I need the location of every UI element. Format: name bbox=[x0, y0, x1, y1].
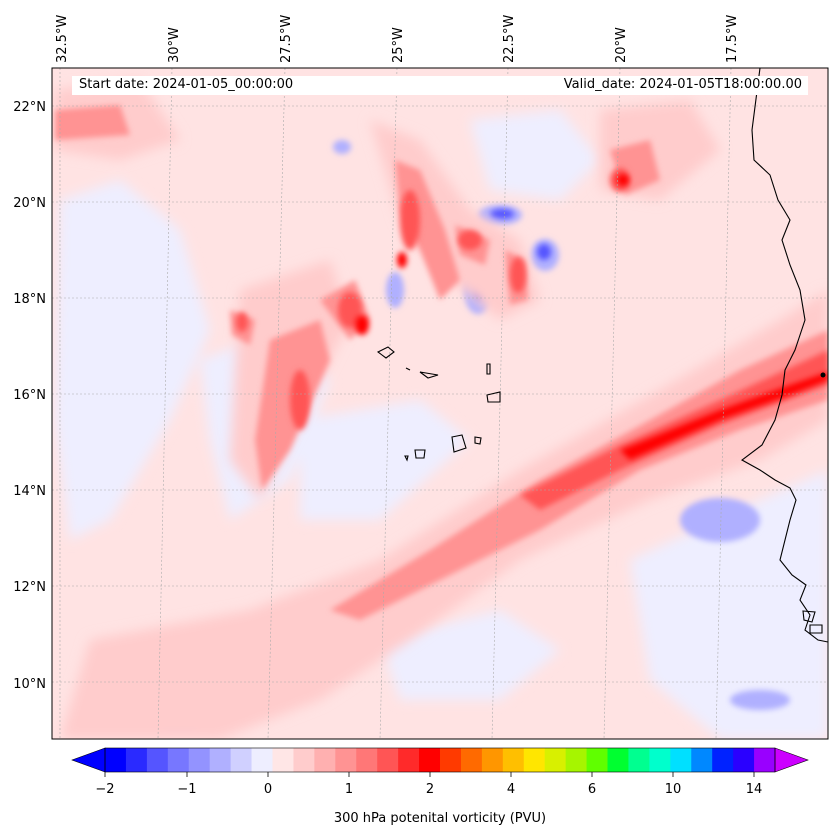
colorbar-segment bbox=[502, 748, 525, 772]
start-date-text: Start date: 2024-01-05_00:00:00 bbox=[79, 77, 294, 92]
colorbar-segment bbox=[230, 748, 253, 772]
colorbar-segment bbox=[691, 748, 713, 772]
date-banner bbox=[72, 76, 808, 95]
colorbar-over-arrow bbox=[774, 747, 809, 773]
colorbar-tick-label: 14 bbox=[746, 782, 763, 797]
map-panel bbox=[52, 68, 828, 739]
lat-label: 20°N bbox=[13, 196, 46, 211]
lon-label: 20°W bbox=[614, 27, 629, 63]
colorbar-tick-label: 1 bbox=[345, 782, 353, 797]
graticule bbox=[52, 68, 828, 739]
colorbar-segment bbox=[481, 748, 504, 772]
lat-label: 16°N bbox=[13, 388, 46, 403]
colorbar-tick-label: 10 bbox=[665, 782, 682, 797]
lon-label: 32.5°W bbox=[55, 15, 70, 63]
lat-label: 22°N bbox=[13, 100, 46, 115]
colorbar-segment bbox=[356, 748, 378, 772]
colorbar-segment bbox=[754, 748, 776, 772]
lat-label: 14°N bbox=[13, 484, 46, 499]
lat-label: 10°N bbox=[13, 677, 46, 692]
colorbar-segment bbox=[167, 748, 190, 772]
latitude-labels: 22°N 20°N 18°N 16°N 14°N 12°N 10°N bbox=[13, 100, 46, 692]
colorbar-segment bbox=[251, 748, 274, 772]
colorbar-title: 300 hPa potenital vorticity (PVU) bbox=[334, 811, 546, 826]
colorbar-tick-label: −1 bbox=[177, 782, 196, 797]
colorbar-segment bbox=[125, 748, 148, 772]
colorbar-segment bbox=[272, 748, 295, 772]
colorbar-segment bbox=[565, 748, 588, 772]
lat-label: 12°N bbox=[13, 580, 46, 595]
colorbar-segment bbox=[712, 748, 734, 772]
colorbar-segment bbox=[419, 748, 441, 772]
colorbar-segment bbox=[628, 748, 650, 772]
colorbar-tick-label: 0 bbox=[264, 782, 272, 797]
colorbar-segment bbox=[146, 748, 169, 772]
lon-label: 27.5°W bbox=[279, 15, 294, 63]
colorbar-segment bbox=[460, 748, 483, 772]
colorbar-under-arrow bbox=[71, 747, 106, 773]
lon-label: 17.5°W bbox=[725, 15, 740, 63]
colorbar-segment bbox=[105, 748, 127, 772]
map-border bbox=[51, 67, 829, 740]
colorbar-segment bbox=[440, 748, 462, 772]
lat-label: 18°N bbox=[13, 292, 46, 307]
colorbar-segment bbox=[733, 748, 755, 772]
colorbar-segment bbox=[209, 748, 232, 772]
colorbar: −2 −1 0 1 2 4 6 10 14 300 hPa potenital … bbox=[71, 747, 809, 826]
colorbar-segment bbox=[523, 748, 546, 772]
colorbar-segment bbox=[544, 748, 567, 772]
colorbar-segment bbox=[670, 748, 692, 772]
colorbar-tick-label: −2 bbox=[95, 782, 114, 797]
colorbar-tick-label: 2 bbox=[426, 782, 434, 797]
lon-label: 22.5°W bbox=[502, 15, 517, 63]
colorbar-tick-label: 6 bbox=[588, 782, 596, 797]
colorbar-segments bbox=[105, 748, 776, 772]
lon-label: 30°W bbox=[167, 27, 182, 63]
colorbar-segment bbox=[293, 748, 315, 772]
colorbar-segment bbox=[188, 748, 211, 772]
colorbar-segment bbox=[398, 748, 420, 772]
colorbar-frame bbox=[104, 747, 776, 773]
colorbar-segment bbox=[314, 748, 336, 772]
coastline bbox=[376, 68, 828, 643]
coastal-point-marker bbox=[820, 372, 826, 378]
colorbar-ticks bbox=[104, 772, 755, 777]
colorbar-tick-label: 4 bbox=[507, 782, 515, 797]
longitude-labels: 32.5°W 30°W 27.5°W 25°W 22.5°W 20°W 17.5… bbox=[55, 15, 740, 63]
colorbar-segment bbox=[377, 748, 399, 772]
colorbar-segment bbox=[607, 748, 630, 772]
valid-date-text: Valid_date: 2024-01-05T18:00:00.00 bbox=[563, 77, 802, 92]
colorbar-segment bbox=[335, 748, 357, 772]
colorbar-segment bbox=[586, 748, 609, 772]
lon-label: 25°W bbox=[391, 27, 406, 63]
colorbar-segment bbox=[649, 748, 671, 772]
